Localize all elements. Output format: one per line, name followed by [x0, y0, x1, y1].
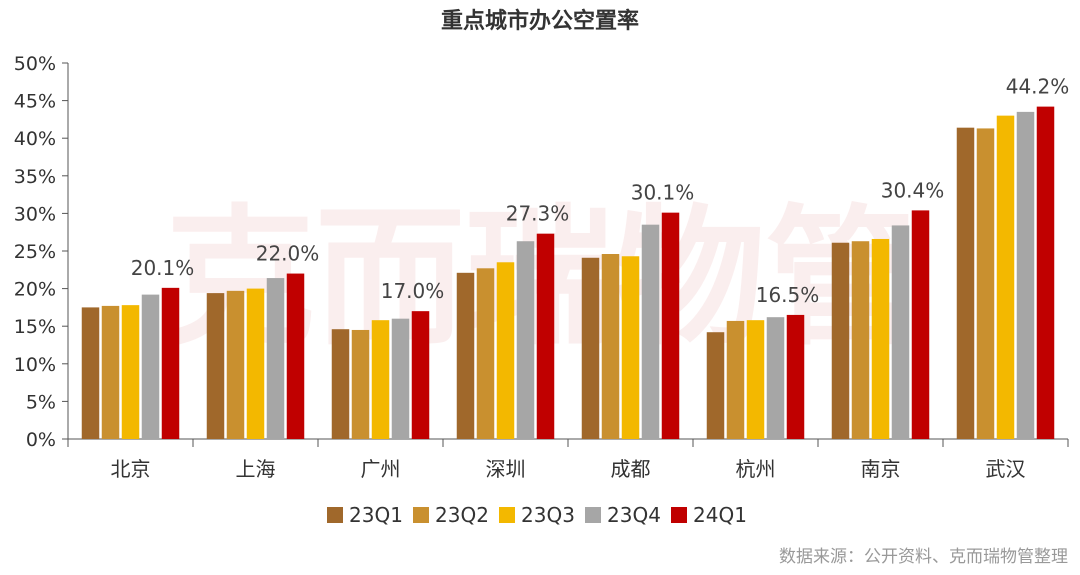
bar-23Q3-上海 — [246, 288, 265, 439]
legend-item-23Q2: 23Q2 — [413, 503, 489, 527]
y-tick-label: 35% — [14, 166, 56, 188]
bar-23Q4-成都 — [641, 224, 660, 439]
y-tick-label: 50% — [14, 53, 56, 75]
bar-24Q1-南京 — [911, 210, 930, 439]
source-note: 数据来源：公开资料、克而瑞物管整理 — [779, 547, 1068, 567]
bar-23Q2-南京 — [851, 241, 870, 439]
legend-label: 23Q4 — [607, 503, 661, 527]
x-tick-label: 深圳 — [486, 457, 526, 481]
bar-23Q4-广州 — [391, 318, 410, 439]
bar-24Q1-武汉 — [1036, 106, 1055, 439]
data-labels: 20.1% 22.0% 17.0% 27.3% 30.1% 16.5% 30.4% 44.2% — [131, 75, 1070, 307]
x-tick-label: 成都 — [611, 457, 651, 481]
legend-item-23Q4: 23Q4 — [585, 503, 661, 527]
data-label: 22.0% — [256, 242, 320, 266]
bar-23Q1-武汉 — [956, 127, 975, 439]
x-tick-label: 广州 — [361, 457, 401, 481]
bar-23Q3-成都 — [621, 256, 640, 439]
y-tick-label: 40% — [14, 128, 56, 150]
y-tick-label: 0% — [26, 429, 56, 451]
bar-23Q1-深圳 — [456, 272, 475, 439]
bar-24Q1-上海 — [286, 273, 305, 439]
legend-swatch — [327, 507, 343, 523]
legend-swatch — [671, 507, 687, 523]
bar-24Q1-北京 — [161, 287, 180, 439]
bars — [81, 106, 1055, 439]
legend-item-23Q1: 23Q1 — [327, 503, 403, 527]
bar-23Q2-成都 — [601, 254, 620, 439]
bar-23Q1-杭州 — [706, 332, 725, 439]
bar-23Q3-深圳 — [496, 262, 515, 439]
bar-23Q1-上海 — [206, 293, 225, 439]
data-label: 27.3% — [506, 202, 570, 226]
data-label: 44.2% — [1006, 75, 1070, 99]
y-tick-label: 25% — [14, 241, 56, 263]
bar-24Q1-成都 — [661, 212, 680, 439]
bar-23Q4-杭州 — [766, 317, 785, 439]
bar-23Q3-南京 — [871, 238, 890, 439]
bar-23Q1-南京 — [831, 242, 850, 439]
bar-23Q1-成都 — [581, 257, 600, 439]
bar-23Q2-广州 — [351, 329, 370, 439]
legend-label: 24Q1 — [693, 503, 747, 527]
bar-23Q2-深圳 — [476, 268, 495, 439]
legend-label: 23Q2 — [435, 503, 489, 527]
data-label: 30.1% — [631, 181, 695, 205]
x-tick-label: 武汉 — [986, 457, 1026, 481]
bar-23Q4-武汉 — [1016, 111, 1035, 439]
bar-23Q2-武汉 — [976, 128, 995, 439]
legend-label: 23Q3 — [521, 503, 575, 527]
legend-item-24Q1: 24Q1 — [671, 503, 747, 527]
bar-23Q4-南京 — [891, 225, 910, 439]
data-label: 16.5% — [756, 283, 820, 307]
bar-23Q2-北京 — [101, 305, 120, 439]
data-label: 20.1% — [131, 256, 195, 280]
y-tick-label: 30% — [14, 203, 56, 225]
legend-swatch — [499, 507, 515, 523]
bar-23Q4-上海 — [266, 278, 285, 439]
legend-label: 23Q1 — [349, 503, 403, 527]
bar-23Q2-上海 — [226, 290, 245, 439]
bar-23Q3-武汉 — [996, 115, 1015, 439]
x-tick-label: 上海 — [236, 457, 276, 481]
bar-24Q1-深圳 — [536, 233, 555, 439]
x-tick-label: 南京 — [861, 457, 901, 481]
data-label: 17.0% — [381, 279, 445, 303]
y-tick-label: 45% — [14, 91, 56, 113]
bar-23Q3-杭州 — [746, 320, 765, 439]
y-tick-label: 15% — [14, 316, 56, 338]
bar-23Q1-广州 — [331, 329, 350, 439]
data-label: 30.4% — [881, 178, 945, 202]
bar-24Q1-广州 — [411, 311, 430, 439]
y-tick-label: 20% — [14, 279, 56, 301]
legend-swatch — [585, 507, 601, 523]
y-tick-label: 10% — [14, 354, 56, 376]
bar-23Q3-北京 — [121, 305, 140, 439]
chart-title: 重点城市办公空置率 — [441, 8, 639, 34]
x-tick-label: 杭州 — [736, 457, 776, 481]
bar-23Q2-杭州 — [726, 320, 745, 439]
x-tick-label: 北京 — [111, 457, 151, 481]
y-tick-label: 5% — [26, 391, 56, 413]
bar-24Q1-杭州 — [786, 314, 805, 439]
bar-23Q3-广州 — [371, 320, 390, 439]
axes: 0% 5% 10% 15% 20% 25% 30% 35% 40% 45% 50% 北京 上海 广州 深圳 成… — [14, 53, 1069, 481]
legend-swatch — [413, 507, 429, 523]
legend-item-23Q3: 23Q3 — [499, 503, 575, 527]
bar-23Q1-北京 — [81, 307, 100, 439]
bar-23Q4-北京 — [141, 294, 160, 439]
bar-23Q4-深圳 — [516, 241, 535, 439]
legend: 23Q1 23Q2 23Q3 23Q4 24Q1 — [327, 503, 747, 527]
